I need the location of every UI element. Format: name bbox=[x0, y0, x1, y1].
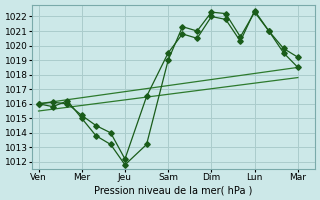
X-axis label: Pression niveau de la mer( hPa ): Pression niveau de la mer( hPa ) bbox=[94, 185, 253, 195]
